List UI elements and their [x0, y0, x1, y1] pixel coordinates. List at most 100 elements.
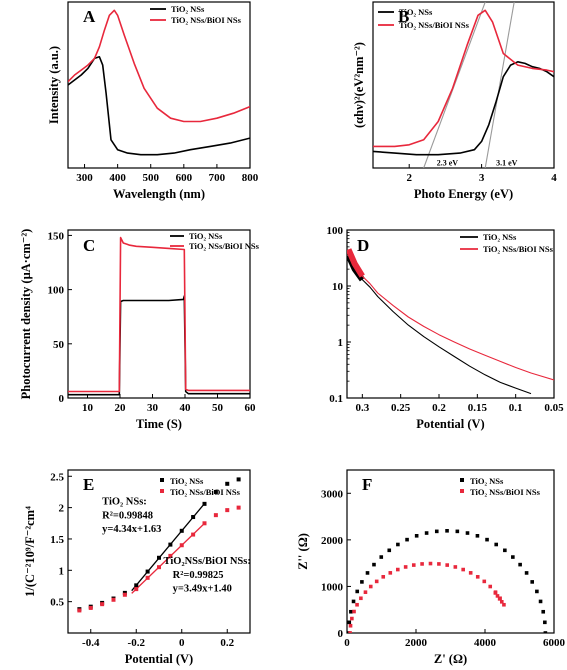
y-tick-label: 0.5 — [50, 597, 64, 609]
data-point — [395, 567, 400, 572]
y-tick-label: 0.1 — [329, 393, 343, 405]
series-line — [373, 9, 554, 148]
data-point — [428, 561, 433, 566]
legend-entry: TiO₂ NSs/BiOI NSs — [171, 15, 242, 25]
y-tick-label: 150 — [48, 230, 65, 242]
data-point — [434, 529, 439, 534]
x-tick-label: 800 — [242, 172, 259, 184]
data-point — [502, 602, 506, 607]
plot-frame — [346, 469, 555, 634]
data-point — [518, 562, 522, 567]
data-point — [157, 555, 161, 560]
y-tick-label: 100 — [327, 225, 344, 237]
data-point — [77, 608, 82, 613]
panel-label: D — [357, 236, 369, 255]
data-point — [497, 597, 502, 601]
data-point — [213, 513, 218, 518]
plot-frame — [67, 469, 251, 634]
data-point — [493, 591, 498, 595]
data-point — [414, 534, 419, 538]
panel-e: -0.4 -0.2 0 0.2 0.5 1 1.5 2 2.5 Potential (V) 1/(C… — [23, 469, 251, 666]
y-tick-label: 0 — [59, 393, 65, 405]
annotation: R²=0.99825 — [173, 570, 224, 581]
annotation: 2.3 eV — [437, 159, 459, 168]
y-axis-label: Intensity (a.u.) — [47, 46, 61, 124]
x-tick-label: 600 — [176, 172, 193, 184]
plot-frame — [372, 1, 555, 169]
x-axis-label: Potential (V) — [416, 417, 484, 431]
data-point — [543, 631, 548, 633]
data-point — [379, 555, 384, 559]
y-tick-label: 2.5 — [50, 471, 64, 483]
x-tick-label: 0 — [344, 637, 350, 649]
panel-label: B — [398, 7, 409, 26]
data-point — [348, 623, 353, 628]
data-point — [374, 579, 379, 584]
x-tick-label: 300 — [76, 172, 93, 184]
data-point — [351, 599, 356, 604]
y-axis-label: Z'' (Ω) — [296, 533, 310, 570]
y-tick-label: 1.5 — [50, 534, 64, 546]
x-tick-label: 4000 — [474, 637, 497, 649]
x-tick-label: 3 — [479, 172, 485, 184]
annotation: TiO₂NSs/BiOI NSs: — [164, 556, 251, 567]
data-point — [355, 589, 360, 594]
data-point — [420, 562, 424, 566]
series-line — [68, 9, 250, 123]
panel-label: E — [83, 475, 94, 494]
panel-b: 2 3 4 Photo Energy (eV) (αhν)²(eV²nm⁻²) BTiO₂… — [352, 1, 557, 201]
plot-frame — [67, 229, 251, 399]
x-tick-label: 0.2 — [220, 637, 234, 649]
series-line — [347, 249, 554, 381]
annotation: y=4.34x+1.63 — [102, 524, 161, 535]
data-point — [179, 543, 184, 548]
x-axis-label: Photo Energy (eV) — [414, 187, 513, 201]
data-point — [365, 571, 370, 575]
data-point — [347, 620, 352, 625]
data-point — [468, 571, 473, 575]
data-point — [168, 553, 173, 558]
data-point — [524, 571, 529, 575]
data-point — [202, 521, 207, 526]
data-point — [396, 542, 400, 547]
data-point — [453, 565, 458, 569]
y-tick-label: 1 — [338, 337, 344, 349]
y-axis-label: Photocurrent density (μA·cm⁻²) — [19, 229, 33, 400]
y-tick-label: 50 — [53, 339, 65, 351]
legend-swatch — [460, 478, 464, 482]
y-tick-label: 2 — [59, 503, 65, 515]
data-point — [475, 534, 480, 538]
data-point — [455, 529, 460, 534]
x-tick-label: 0.15 — [468, 402, 488, 414]
annotation: y=3.49x+1.40 — [173, 584, 232, 595]
series-line — [347, 255, 532, 395]
x-tick-label: 0.2 — [432, 402, 446, 414]
data-point — [134, 587, 139, 592]
panel-label: F — [362, 475, 372, 494]
y-tick-label: 10 — [332, 281, 344, 293]
x-tick-label: 60 — [245, 402, 257, 414]
annotation: 3.1 eV — [496, 159, 518, 168]
y-tick-label: 100 — [48, 285, 65, 297]
x-tick-label: 30 — [147, 402, 159, 414]
data-point — [543, 620, 547, 625]
data-point — [437, 562, 441, 566]
panel-d: 0.3 0.25 0.2 0.15 0.1 0.05 0.1 1 10 100 Potential … — [327, 225, 565, 431]
data-point — [202, 501, 207, 506]
data-point — [511, 555, 515, 559]
y-axis-label: 1/(C⁻²10⁹/F⁻²cm⁴ — [23, 506, 37, 597]
data-point — [388, 571, 393, 575]
y-tick-label: 2000 — [321, 535, 344, 547]
x-tick-label: 500 — [142, 172, 159, 184]
data-point — [168, 542, 173, 547]
panel-label: A — [83, 7, 96, 26]
legend-entry: TiO₂ NSs/BiOI NSs — [189, 241, 260, 251]
panel-label: C — [83, 236, 95, 255]
data-point — [363, 590, 368, 594]
data-point — [494, 542, 499, 547]
data-point — [111, 597, 116, 602]
panel-f: 0 2000 4000 6000 0 1000 2000 3000 Z' (Ω) Z'' (Ω) F… — [296, 469, 566, 666]
x-tick-label: 4 — [551, 172, 557, 184]
y-tick-label: 3000 — [321, 488, 344, 500]
x-tick-label: -0.4 — [82, 637, 100, 649]
